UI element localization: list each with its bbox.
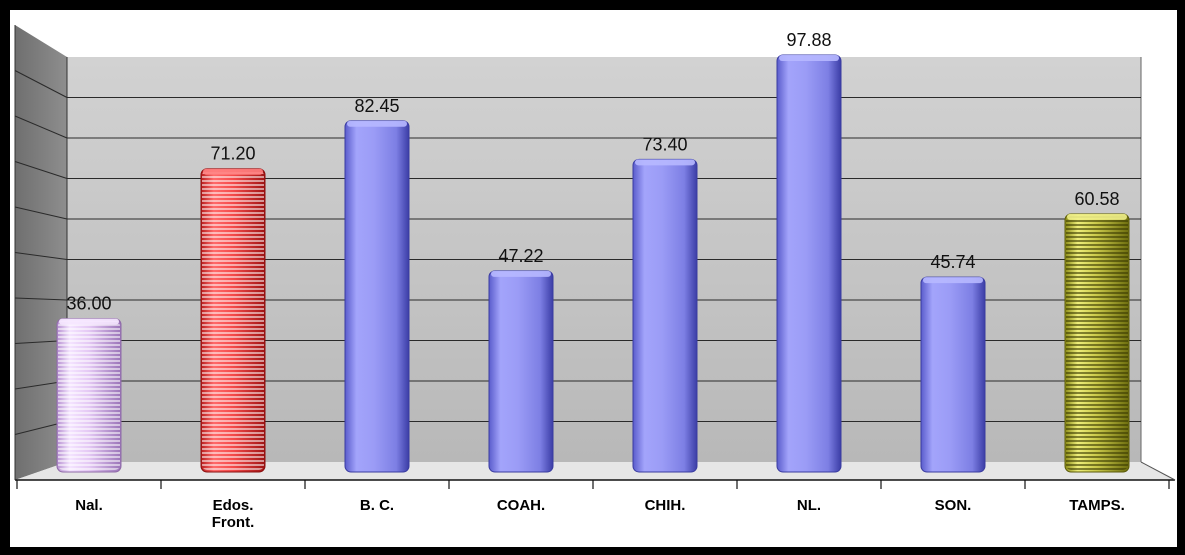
bar xyxy=(488,270,554,473)
bar xyxy=(56,318,122,473)
category-label: B. C. xyxy=(360,497,394,514)
category-label: TAMPS. xyxy=(1069,497,1125,514)
gridline-side xyxy=(14,297,68,301)
value-label: 97.88 xyxy=(786,30,831,50)
category-label: NL. xyxy=(797,497,821,514)
category-label: SON. xyxy=(935,497,972,514)
plot-side-wall xyxy=(15,25,67,480)
bar xyxy=(200,168,266,473)
value-labels: 36.00 71.20 82.45 47.22 73.40 97.88 45.74 60.58 xyxy=(66,30,1119,314)
bar xyxy=(776,54,842,473)
value-label: 36.00 xyxy=(66,294,111,314)
gridline-side xyxy=(14,115,68,139)
category-label: Nal. xyxy=(75,497,103,514)
value-label: 45.74 xyxy=(930,252,975,272)
bar xyxy=(1064,213,1130,473)
gridline-side xyxy=(14,252,68,260)
bar xyxy=(344,120,410,473)
gridline-side xyxy=(14,70,68,98)
value-label: 71.20 xyxy=(210,144,255,164)
value-label: 73.40 xyxy=(642,134,687,154)
gridline-side xyxy=(14,161,68,179)
value-label: 60.58 xyxy=(1074,189,1119,209)
bar xyxy=(632,158,698,473)
category-label: COAH. xyxy=(497,497,545,514)
category-ticks xyxy=(16,480,1170,489)
gridline-side xyxy=(14,206,68,220)
bars xyxy=(56,54,1130,473)
category-label: Front. xyxy=(212,514,255,531)
category-label: Edos. xyxy=(213,497,254,514)
value-label: 47.22 xyxy=(498,246,543,266)
category-label: CHIH. xyxy=(645,497,686,514)
category-labels: Nal. Edos.Front. B. C. COAH. CHIH. NL. SON. TAM… xyxy=(75,497,1125,531)
plot-floor xyxy=(15,462,1175,480)
bar xyxy=(920,276,986,473)
value-label: 82.45 xyxy=(354,96,399,116)
